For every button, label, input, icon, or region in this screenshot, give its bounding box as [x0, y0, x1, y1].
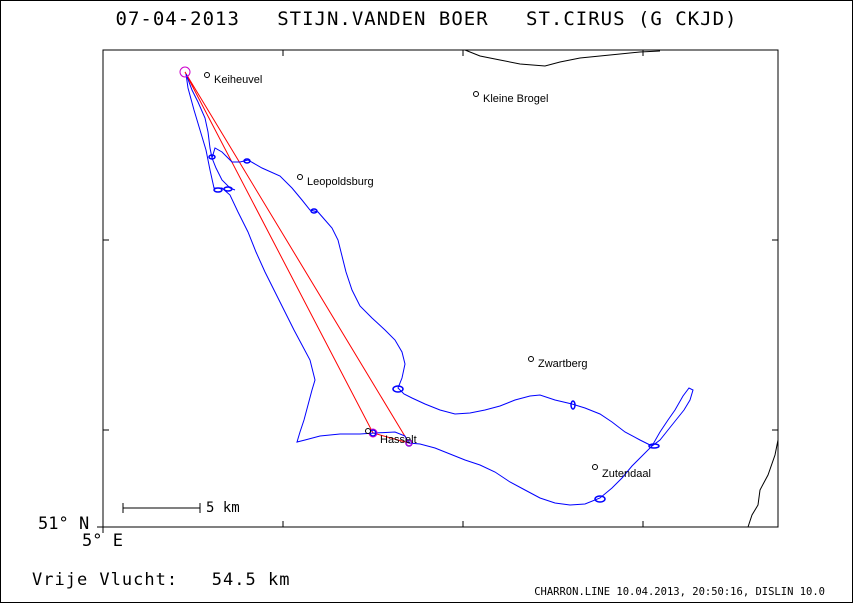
place-markers: [204, 72, 598, 470]
flight-date: 07-04-2013: [115, 8, 240, 30]
longitude-label: 5° E: [82, 531, 123, 551]
scale-label: 5 km: [206, 500, 240, 516]
place-label-zwartberg: Zwartberg: [538, 358, 588, 370]
place-marker-hasselt: [365, 428, 371, 434]
place-marker-kleine-brogel: [473, 91, 479, 97]
place-marker-zutendaal: [592, 464, 598, 470]
place-marker-leopoldsburg: [297, 174, 303, 180]
place-label-kleine-brogel: Kleine Brogel: [483, 93, 548, 105]
latitude-label: 51° N: [38, 514, 90, 534]
task-line: [184, 71, 411, 444]
flight-summary: Vrije Vlucht: 54.5 km: [32, 570, 290, 590]
page-title: 07-04-2013 STIJN.VANDEN BOER ST.CIRUS (G…: [0, 8, 853, 30]
axis-ticks: [97, 50, 778, 533]
summary-label: Vrije Vlucht:: [32, 570, 179, 590]
place-marker-keiheuvel: [204, 72, 210, 78]
flight-track: [185, 73, 694, 506]
place-label-hasselt: Hasselt: [380, 434, 417, 446]
credit-line: CHARRON.LINE 10.04.2013, 20:50:16, DISLI…: [534, 586, 825, 598]
turnpoint-markers: [179, 66, 413, 447]
border-line-top: [464, 49, 661, 67]
place-label-leopoldsburg: Leopoldsburg: [307, 176, 374, 188]
place-label-zutendaal: Zutendaal: [602, 468, 651, 480]
place-marker-zwartberg: [528, 356, 534, 362]
scale-bar: [122, 503, 201, 513]
map-border: [102, 49, 779, 528]
thermal-loops: [208, 154, 660, 503]
turnpoint-hasselt-east: [405, 439, 413, 447]
place-label-keiheuvel: Keiheuvel: [214, 74, 262, 86]
glider-name: ST.CIRUS (G CKJD): [526, 8, 738, 30]
start-turnpoint: [179, 66, 191, 78]
pilot-name: STIJN.VANDEN BOER: [277, 8, 489, 30]
summary-distance: 54.5 km: [211, 570, 291, 590]
border-line: [747, 439, 779, 528]
